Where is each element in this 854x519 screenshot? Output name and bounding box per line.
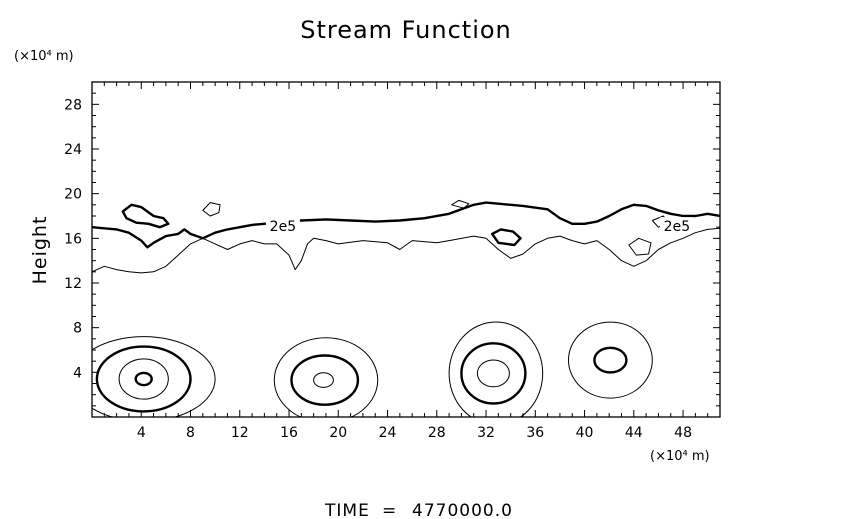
y-axis-label: Height: [29, 216, 51, 285]
time-value: 4770000.0: [412, 501, 513, 519]
x-unit-label: (×10⁴ m): [650, 449, 710, 464]
contour-label-0: 2e5: [270, 219, 296, 235]
contour-label-1: 2e5: [664, 219, 690, 235]
contour-line-upper-4: [491, 228, 522, 247]
contour-eddy-2-ring-2: [448, 321, 544, 417]
contour-eddy-0-ring-2: [95, 345, 192, 413]
y-tick-label-28: 28: [64, 97, 82, 113]
contour-eddy-3-ring-0: [593, 346, 628, 374]
contour-line-upper-1: [92, 227, 720, 274]
contour-labels: 2e5 2e5: [265, 217, 694, 235]
y-tick-label-4: 4: [73, 365, 82, 381]
time-equals: =: [382, 501, 397, 519]
time-footer: TIME = 4770000.0: [324, 501, 513, 519]
x-tick-label-32: 32: [477, 425, 495, 441]
x-tick-label-44: 44: [625, 425, 643, 441]
x-tick-label-4: 4: [137, 425, 146, 441]
y-tick-label-20: 20: [64, 187, 82, 203]
contour-line-upper-6: [628, 237, 652, 256]
contour-line-upper-5: [451, 199, 470, 209]
contour-eddy-2-ring-0: [476, 359, 510, 388]
y-tick-label-24: 24: [64, 142, 82, 158]
y-tick-label-12: 12: [64, 276, 82, 292]
y-tick-label-8: 8: [73, 321, 82, 337]
contour-line-upper-3: [202, 202, 221, 217]
contour-eddy-1-ring-2: [273, 337, 379, 417]
x-tick-label-24: 24: [379, 425, 397, 441]
x-tick-label-40: 40: [576, 425, 594, 441]
x-tick-label-12: 12: [231, 425, 249, 441]
y-tick-label-16: 16: [64, 231, 82, 247]
contour-eddy-0-ring-3: [92, 336, 216, 417]
x-tick-label-28: 28: [428, 425, 446, 441]
chart-title: Stream Function: [300, 16, 512, 44]
contour-eddy-1-ring-1: [290, 354, 360, 406]
time-label: TIME: [324, 501, 370, 519]
x-tick-label-36: 36: [526, 425, 544, 441]
contour-lines: [92, 199, 720, 417]
contour-eddy-2-ring-1: [460, 342, 527, 405]
x-tick-label-48: 48: [674, 425, 692, 441]
contour-eddy-1-ring-0: [313, 372, 334, 388]
contour-eddy-0-ring-1: [118, 358, 169, 400]
x-tick-label-16: 16: [280, 425, 298, 441]
x-tick-label-20: 20: [329, 425, 347, 441]
contour-line-upper-0: [92, 201, 720, 249]
contour-eddy-3-ring-1: [568, 321, 653, 399]
contour-eddy-0-ring-0: [134, 371, 153, 387]
contour-line-upper-2: [121, 203, 170, 229]
y-unit-label: (×10⁴ m): [14, 49, 74, 64]
x-tick-label-8: 8: [186, 425, 195, 441]
